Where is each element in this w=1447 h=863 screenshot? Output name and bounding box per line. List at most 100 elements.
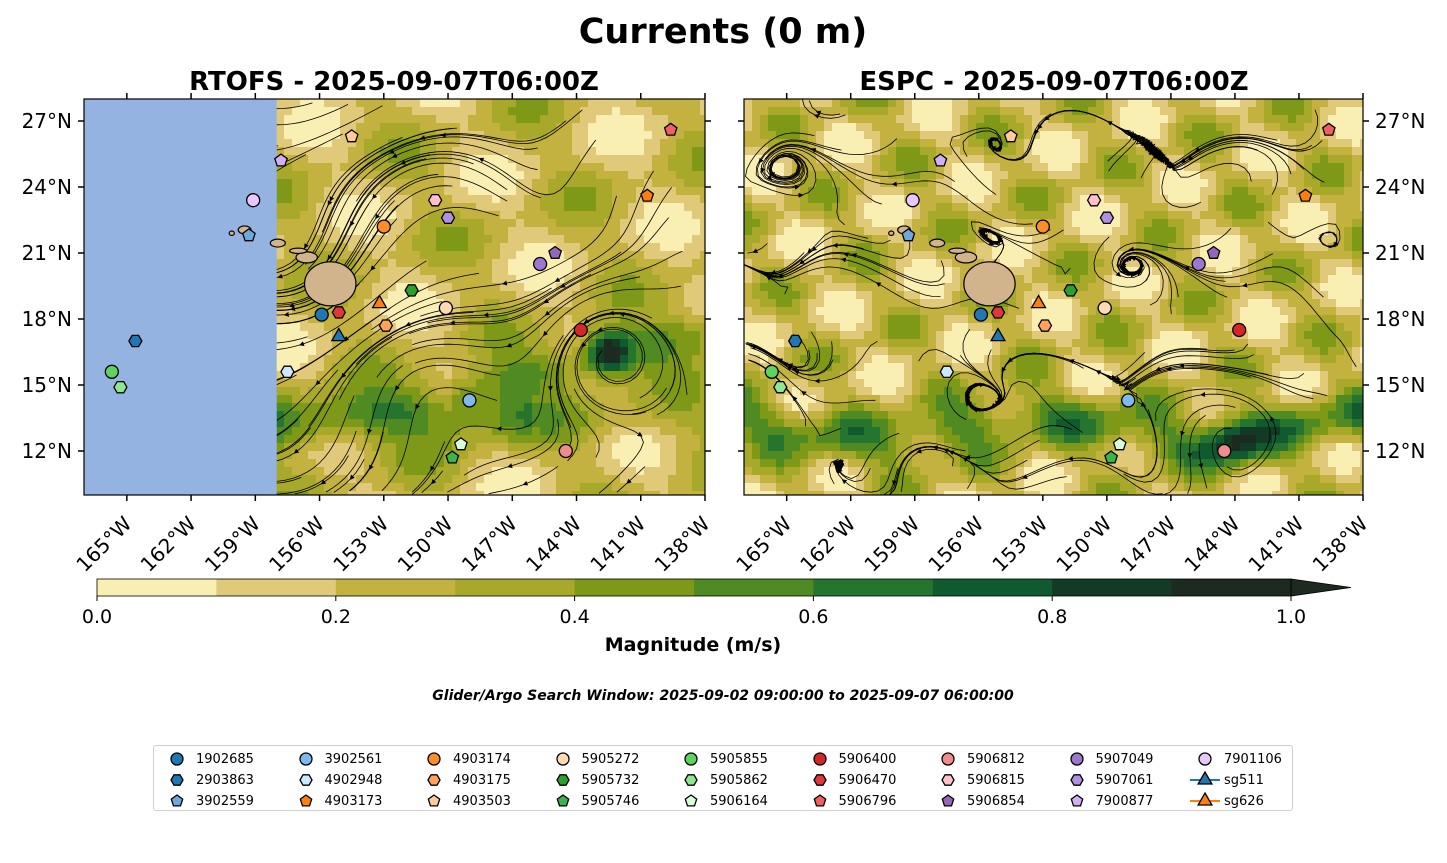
- field-cell: [864, 163, 873, 172]
- field-cell: [564, 339, 573, 348]
- field-cell: [1096, 171, 1105, 180]
- field-cell: [580, 107, 589, 116]
- field-cell: [660, 355, 669, 364]
- field-cell: [284, 211, 293, 220]
- field-cell: [484, 299, 493, 308]
- field-cell: [484, 291, 493, 300]
- field-cell: [1080, 171, 1089, 180]
- field-cell: [348, 251, 357, 260]
- field-cell: [944, 115, 953, 124]
- field-cell: [364, 339, 373, 348]
- field-cell: [644, 315, 653, 324]
- field-cell: [324, 371, 333, 380]
- field-cell: [596, 179, 605, 188]
- field-cell: [444, 339, 453, 348]
- field-cell: [952, 115, 961, 124]
- field-cell: [700, 387, 705, 396]
- field-cell: [636, 195, 645, 204]
- field-cell: [1000, 139, 1009, 148]
- field-cell: [332, 187, 341, 196]
- field-cell: [380, 123, 389, 132]
- field-cell: [412, 363, 421, 372]
- field-cell: [284, 99, 293, 108]
- field-cell: [308, 243, 317, 252]
- field-cell: [984, 179, 993, 188]
- field-cell: [668, 467, 677, 476]
- field-cell: [692, 147, 701, 156]
- field-cell: [492, 123, 501, 132]
- field-cell: [612, 355, 621, 364]
- field-cell: [580, 155, 589, 164]
- field-cell: [540, 467, 549, 476]
- field-cell: [652, 235, 661, 244]
- field-cell: [952, 163, 961, 172]
- field-cell: [516, 379, 525, 388]
- field-cell: [436, 211, 445, 220]
- field-cell: [324, 243, 333, 252]
- field-cell: [588, 235, 597, 244]
- field-cell: [476, 443, 485, 452]
- field-cell: [920, 139, 929, 148]
- field-cell: [652, 139, 661, 148]
- field-cell: [444, 235, 453, 244]
- field-cell: [356, 99, 365, 108]
- field-cell: [348, 243, 357, 252]
- field-cell: [1320, 163, 1329, 172]
- field-cell: [580, 139, 589, 148]
- float-marker-5906470: [331, 306, 347, 319]
- field-cell: [684, 171, 693, 180]
- field-cell: [444, 435, 453, 444]
- field-cell: [1016, 131, 1025, 140]
- field-cell: [700, 187, 705, 196]
- field-cell: [636, 171, 645, 180]
- field-cell: [572, 387, 581, 396]
- field-cell: [1256, 115, 1265, 124]
- field-cell: [596, 283, 605, 292]
- field-cell: [944, 123, 953, 132]
- field-cell: [1128, 139, 1137, 148]
- field-cell: [1352, 171, 1361, 180]
- field-cell: [888, 123, 897, 132]
- field-cell: [1136, 147, 1145, 156]
- field-cell: [636, 163, 645, 172]
- field-cell: [684, 259, 693, 268]
- field-cell: [660, 243, 669, 252]
- field-cell: [676, 139, 685, 148]
- field-cell: [652, 243, 661, 252]
- field-cell: [604, 259, 613, 268]
- field-cell: [856, 155, 865, 164]
- field-cell: [292, 195, 301, 204]
- field-cell: [668, 355, 677, 364]
- field-cell: [532, 227, 541, 236]
- field-cell: [596, 451, 605, 460]
- field-cell: [676, 235, 685, 244]
- field-cell: [660, 179, 669, 188]
- field-cell: [936, 99, 945, 108]
- float-marker-5906164: [453, 437, 468, 451]
- field-cell: [700, 171, 705, 180]
- field-cell: [524, 363, 533, 372]
- field-cell: [372, 403, 381, 412]
- field-cell: [776, 107, 785, 116]
- field-cell: [436, 419, 445, 428]
- field-cell: [684, 411, 693, 420]
- figure-title: Currents (0 m): [579, 12, 868, 52]
- field-cell: [468, 267, 477, 276]
- field-cell: [684, 475, 693, 484]
- field-cell: [468, 403, 477, 412]
- field-cell: [652, 371, 661, 380]
- field-cell: [420, 467, 429, 476]
- field-cell: [848, 123, 857, 132]
- field-cell: [308, 411, 317, 420]
- field-cell: [1008, 179, 1017, 188]
- field-cell: [1176, 115, 1185, 124]
- field-cell: [636, 187, 645, 196]
- field-cell: [1240, 139, 1249, 148]
- field-cell: [564, 107, 573, 116]
- field-cell: [620, 163, 629, 172]
- field-cell: [508, 355, 517, 364]
- field-cell: [684, 227, 693, 236]
- field-cell: [300, 435, 309, 444]
- field-cell: [276, 227, 285, 236]
- field-cell: [436, 203, 445, 212]
